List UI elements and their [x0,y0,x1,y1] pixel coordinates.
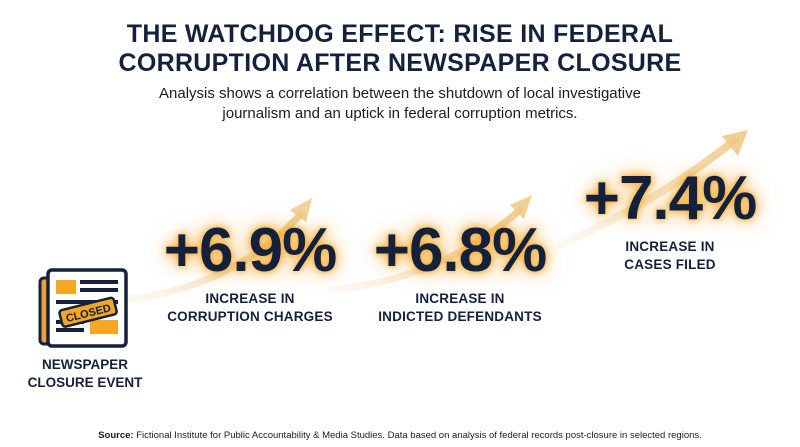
subtitle-line-1: Analysis shows a correlation between the… [159,85,641,102]
source-note: Source: Fictional Institute for Public A… [0,430,800,441]
stat-label: INCREASE IN CASES FILED [624,239,716,272]
trend-arrow-3 [556,130,748,249]
stat-label: INCREASE IN CORRUPTION CHARGES [167,291,333,324]
source-text: Fictional Institute for Public Accountab… [136,430,702,441]
source-prefix: Source: [98,430,134,441]
closed-newspaper-icon: CLOSED [38,268,128,348]
trend-arrow-1 [116,198,312,304]
stat-indicted-defendants: +6.8% INCREASE IN INDICTED DEFENDANTS [355,220,565,326]
title-line-1: THE WATCHDOG EFFECT: RISE IN FEDERAL [126,20,674,48]
stat-cases-filed: +7.4% INCREASE IN CASES FILED [565,168,775,274]
newspaper-closure-label: NEWSPAPER CLOSURE EVENT [27,357,143,390]
stat-corruption-charges: +6.9% INCREASE IN CORRUPTION CHARGES [140,220,360,326]
trend-arrow-2 [326,195,532,294]
stat-value: +6.9% [163,216,338,285]
stat-value: +6.8% [373,216,548,285]
stat-value: +7.4% [583,164,758,233]
stat-label: INCREASE IN INDICTED DEFENDANTS [378,291,542,324]
title-line-2: CORRUPTION AFTER NEWSPAPER CLOSURE [118,49,682,77]
subtitle: Analysis shows a correlation between the… [0,84,800,124]
subtitle-line-2: journalism and an uptick in federal corr… [222,105,578,122]
page-title: THE WATCHDOG EFFECT: RISE IN FEDERAL COR… [0,20,800,78]
